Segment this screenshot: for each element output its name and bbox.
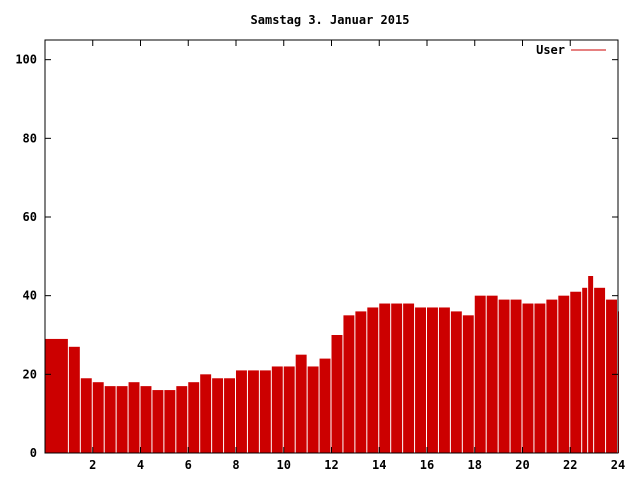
bar — [486, 295, 498, 453]
x-tick-label: 6 — [185, 458, 192, 472]
bar — [128, 382, 140, 453]
bar — [582, 287, 588, 453]
bar — [104, 386, 116, 453]
bar — [391, 303, 403, 453]
bar — [570, 291, 582, 453]
bar — [116, 386, 128, 453]
bar — [403, 303, 415, 453]
bar — [427, 307, 438, 453]
bar — [355, 311, 367, 453]
bar — [415, 307, 426, 453]
bar — [307, 366, 319, 453]
bar — [140, 386, 152, 453]
x-tick-label: 8 — [232, 458, 239, 472]
x-tick-label: 2 — [89, 458, 96, 472]
bar — [259, 370, 271, 453]
y-tick-label: 60 — [23, 210, 37, 224]
bar — [295, 354, 307, 453]
bar — [331, 335, 343, 453]
bar — [68, 346, 80, 453]
bar — [164, 390, 176, 453]
bar — [438, 307, 450, 453]
bar — [558, 295, 570, 453]
bar — [283, 366, 295, 453]
bar — [45, 338, 68, 453]
legend: User — [536, 43, 606, 57]
bar — [247, 370, 259, 453]
x-tick-label: 14 — [372, 458, 386, 472]
bar — [606, 299, 617, 453]
bar — [546, 299, 558, 453]
y-tick-label: 20 — [23, 367, 37, 381]
y-tick-label: 40 — [23, 289, 37, 303]
bar — [367, 307, 379, 453]
bar — [594, 287, 606, 453]
bar — [498, 299, 510, 453]
bar — [152, 390, 164, 453]
y-tick-label: 0 — [30, 446, 37, 460]
x-tick-label: 20 — [515, 458, 529, 472]
bar — [236, 370, 247, 453]
x-tick-label: 16 — [420, 458, 434, 472]
y-axis: 0 20 40 60 80 100 — [15, 53, 618, 460]
bar — [212, 378, 224, 453]
x-axis: 2 4 6 8 10 12 14 16 18 20 22 24 — [89, 40, 625, 472]
bar — [450, 311, 462, 453]
x-tick-label: 18 — [468, 458, 482, 472]
x-tick-label: 4 — [137, 458, 144, 472]
bar — [588, 276, 594, 453]
bar — [224, 378, 235, 453]
chart-title: Samstag 3. Januar 2015 — [251, 13, 410, 27]
bar — [462, 315, 474, 453]
legend-label: User — [536, 43, 565, 57]
bar — [271, 366, 283, 453]
bar — [522, 303, 534, 453]
bar — [92, 382, 104, 453]
bar — [343, 315, 355, 453]
series-bars — [45, 276, 619, 453]
x-tick-label: 10 — [277, 458, 291, 472]
y-tick-label: 80 — [23, 131, 37, 145]
bar — [176, 386, 188, 453]
bar — [188, 382, 200, 453]
bar — [510, 299, 522, 453]
x-tick-label: 22 — [563, 458, 577, 472]
y-tick-label: 100 — [15, 53, 37, 67]
bar — [534, 303, 546, 453]
bar — [200, 374, 212, 453]
bar — [379, 303, 391, 453]
x-tick-label: 12 — [324, 458, 338, 472]
x-tick-label: 24 — [611, 458, 625, 472]
bar — [319, 358, 331, 453]
bar — [474, 295, 486, 453]
bar — [80, 378, 92, 453]
